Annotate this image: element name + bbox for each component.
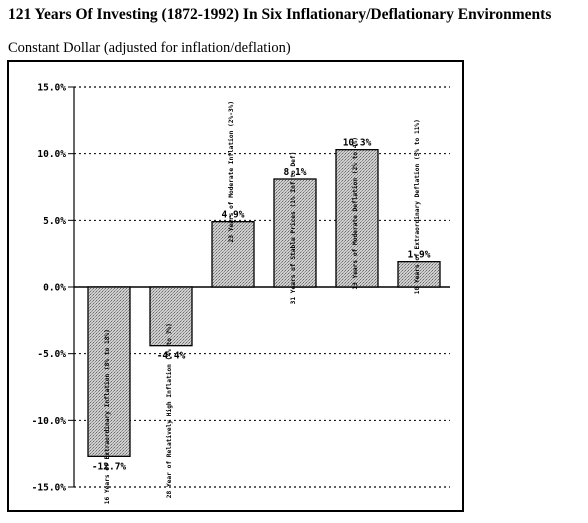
- y-tick-label: 0.0%: [43, 283, 66, 294]
- y-tick-label: -5.0%: [37, 349, 66, 360]
- data-label: -12.7%: [92, 461, 127, 472]
- y-tick-label: -10.0%: [32, 416, 67, 427]
- category-label: 13 Years of Moderate Deflation (2% to 4%…: [351, 137, 359, 290]
- y-tick-label: 5.0%: [43, 216, 66, 227]
- bar: [273, 178, 317, 288]
- data-label: 10.3%: [343, 138, 372, 149]
- category-label: 23 Years of Moderate Inflation (2%-3%): [227, 101, 235, 243]
- data-label: -4.4%: [157, 351, 186, 362]
- category-label: 10 Years of Extraordinary Deflation (5% …: [413, 119, 421, 294]
- category-label: 16 Years of Extraordinary Inflation (8% …: [103, 329, 111, 504]
- data-label: 4.9%: [222, 210, 245, 221]
- data-label: 1.9%: [408, 250, 431, 261]
- data-label: 8.1%: [284, 167, 307, 178]
- bar: [335, 149, 379, 288]
- chart-title: 121 Years Of Investing (1872-1992) In Si…: [8, 6, 552, 23]
- chart-subtitle: Constant Dollar (adjusted for inflation/…: [8, 40, 291, 56]
- chart-frame: [7, 60, 464, 512]
- y-tick-label: 15.0%: [37, 83, 66, 94]
- category-label: 31 Years of Stable Prices (1% Inf to Def…: [289, 152, 297, 305]
- category-label: 28 Year of Relatively High Inflation (4%…: [165, 323, 173, 498]
- bar: [211, 221, 255, 288]
- y-tick-label: -15.0%: [32, 483, 67, 494]
- y-tick-label: 10.0%: [37, 149, 66, 160]
- bar: [149, 286, 193, 347]
- bar: [87, 286, 131, 457]
- bar: [397, 261, 441, 288]
